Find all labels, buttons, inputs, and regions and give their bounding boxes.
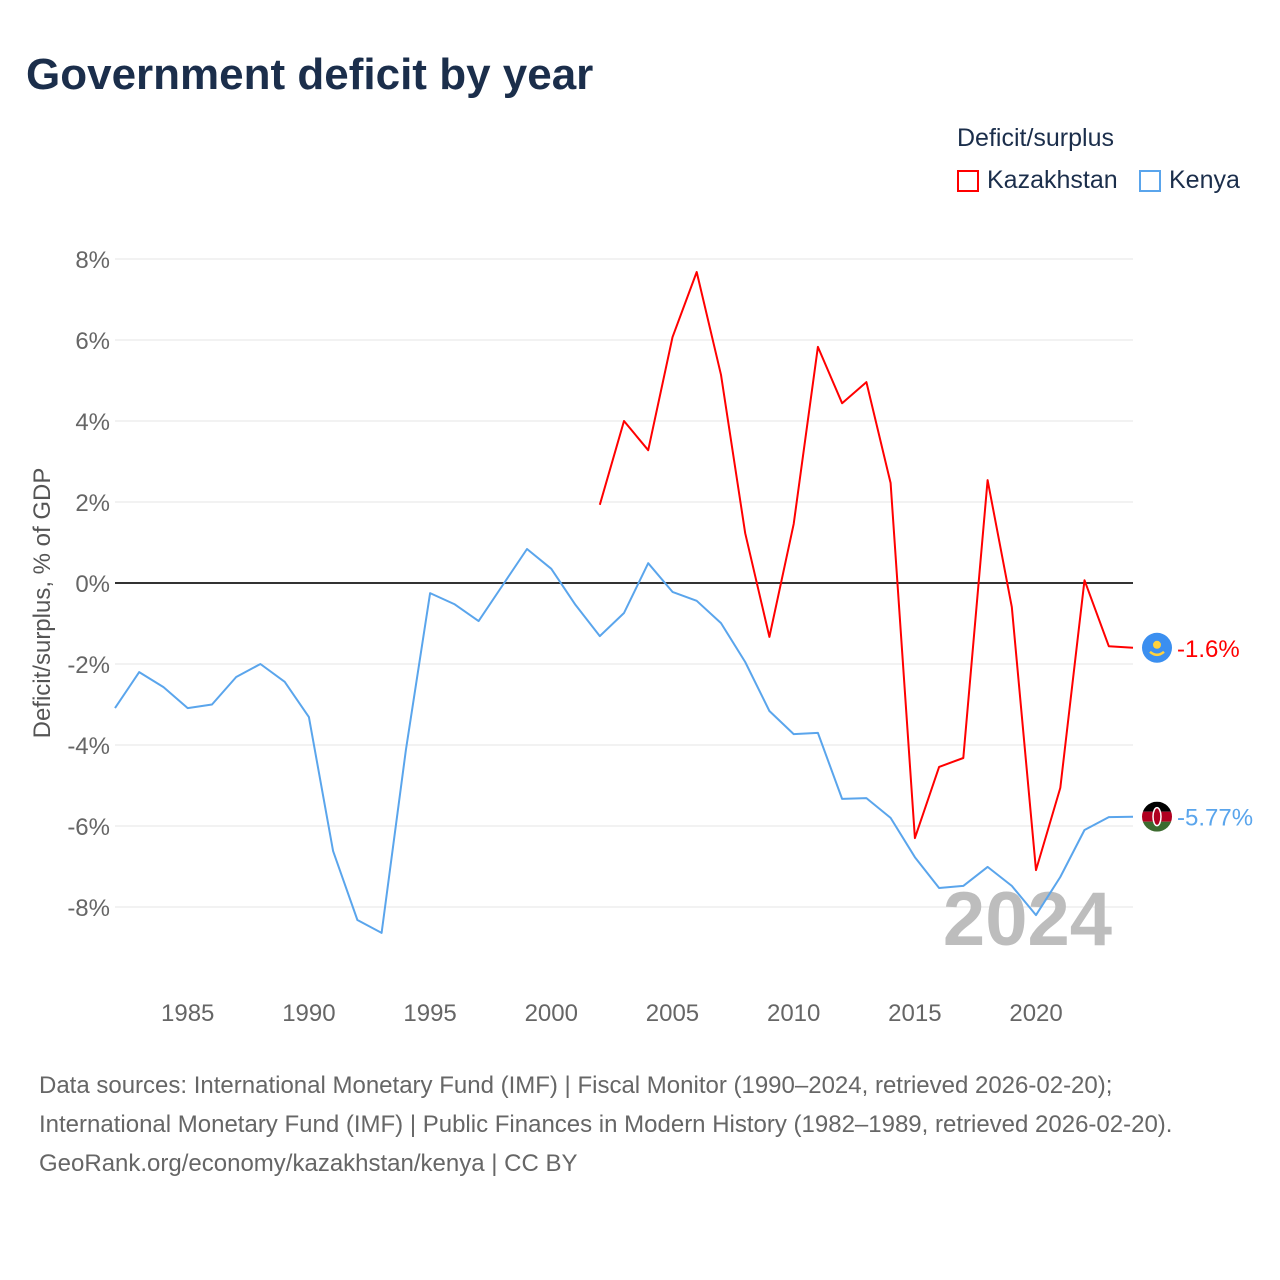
flag-body (1142, 801, 1172, 832)
x-tick-label: 2015 (888, 1000, 941, 1027)
y-tick-label: 2% (75, 490, 110, 517)
y-tick-label: -2% (67, 652, 110, 679)
y-tick-label: 0% (75, 571, 110, 598)
y-tick-label: 8% (75, 247, 110, 274)
credit-link[interactable]: GeoRank.org/economy/kazakhstan/kenya | C… (39, 1150, 578, 1177)
legend-item-kazakhstan[interactable]: Kazakhstan (957, 166, 1118, 195)
legend-swatch-kenya (1139, 169, 1161, 192)
series-line-kazakhstan (598, 271, 1134, 872)
y-tick-label: -8% (67, 895, 110, 922)
flag-stripe-green (1142, 821, 1172, 832)
x-tick-label: 2000 (525, 1000, 578, 1027)
flag-sun (1153, 640, 1161, 649)
flag-eagle (1149, 650, 1165, 657)
end-value-label: -5.77% (1177, 805, 1253, 832)
y-tick-label: -6% (67, 814, 110, 841)
legend-title: Deficit/surplus (957, 124, 1114, 152)
x-tick-label: 1985 (161, 1000, 214, 1027)
flag-kenya-icon (1142, 801, 1172, 832)
series-line-kenya (114, 548, 1134, 934)
y-tick-label: -4% (67, 733, 110, 760)
x-tick-label: 2010 (767, 1000, 820, 1027)
footer: Data sources: International Monetary Fun… (39, 1066, 1239, 1183)
chart-title: Government deficit by year (26, 50, 594, 99)
x-tick-label: 2005 (646, 1000, 699, 1027)
year-watermark: 2024 (943, 877, 1112, 962)
flag-kazakhstan-icon (1142, 632, 1172, 663)
legend-swatch-kazakhstan (957, 169, 979, 192)
y-axis-label: Deficit/surplus, % of GDP (29, 468, 56, 739)
flag-shield (1152, 806, 1162, 827)
end-value-label: -1.6% (1177, 636, 1240, 663)
legend-label: Kazakhstan (987, 166, 1118, 194)
y-tick-label: 6% (75, 328, 110, 355)
legend-label: Kenya (1169, 166, 1240, 194)
x-tick-label: 1990 (282, 1000, 335, 1027)
flag-stripe-black (1142, 801, 1172, 812)
legend-item-kenya[interactable]: Kenya (1139, 166, 1240, 195)
line-chart: 8% 6% 4% 2% 0% -2% -4% -6% -8% 1985 1990 1995 2000 20… (29, 247, 1253, 1027)
x-tick-label: 1995 (403, 1000, 456, 1027)
y-tick-label: 4% (75, 409, 110, 436)
data-sources: Data sources: International Monetary Fun… (39, 1072, 1173, 1138)
x-tick-label: 2020 (1009, 1000, 1062, 1027)
